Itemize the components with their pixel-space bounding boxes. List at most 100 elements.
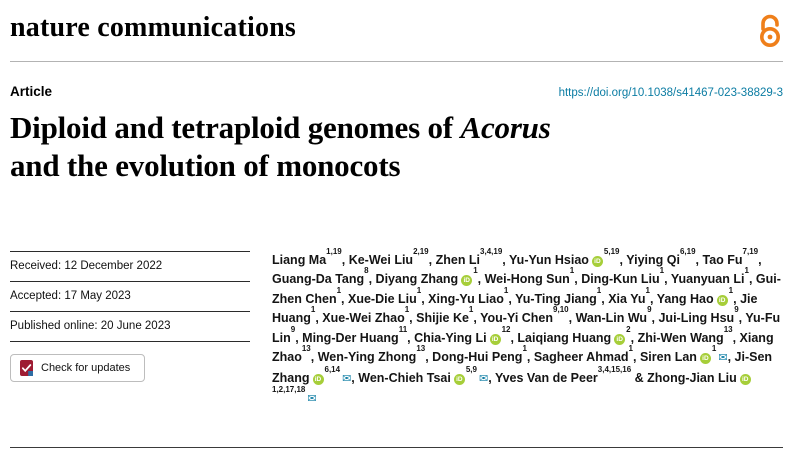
- mail-icon[interactable]: ✉: [342, 372, 352, 385]
- author-name[interactable]: Ke-Wei Liu2,19: [348, 246, 429, 267]
- author-name[interactable]: Xue-Wei Zhao1: [322, 305, 410, 326]
- author-affiliation-numbers: 1: [628, 344, 633, 354]
- author-name[interactable]: Chia-Ying Li iD12: [414, 324, 511, 345]
- author-affiliation-numbers: 1: [569, 266, 575, 276]
- title-text: Diploid and tetraploid genomes of: [10, 110, 461, 145]
- doi-link[interactable]: https://doi.org/10.1038/s41467-023-38829…: [558, 87, 783, 99]
- author-name[interactable]: Sagheer Ahmad1: [533, 344, 633, 365]
- check-for-updates-button[interactable]: Check for updates: [10, 353, 146, 382]
- author-affiliation-numbers: 1: [744, 266, 749, 276]
- author-affiliation-numbers: 11: [398, 324, 408, 334]
- title-italic-genus: Acorus: [460, 110, 551, 145]
- author-affiliation-numbers: 6,14: [324, 364, 341, 374]
- author-name[interactable]: Wei-Hong Sun1: [484, 266, 575, 287]
- article-title: Diploid and tetraploid genomes of Acorus…: [10, 109, 783, 185]
- author-name[interactable]: Yu-Fu Lin9: [272, 311, 781, 345]
- crossmark-icon: [20, 359, 33, 376]
- journal-logo[interactable]: nature communications: [10, 12, 297, 43]
- author-name[interactable]: Yu-Yun Hsiao iD5,19: [509, 246, 620, 267]
- author-name[interactable]: Siren Lan iD1✉: [639, 344, 728, 365]
- article-row: Article https://doi.org/10.1038/s41467-0…: [10, 84, 783, 99]
- author-affiliation-numbers: 1: [522, 344, 527, 354]
- author-affiliation-numbers: 12: [501, 324, 511, 334]
- author-affiliation-numbers: 3,4,19: [480, 246, 503, 256]
- author-name[interactable]: Ming-Der Huang11: [302, 324, 408, 345]
- article-history: Received: 12 December 2022 Accepted: 17 …: [10, 250, 250, 410]
- author-name[interactable]: Jie Huang1: [272, 291, 758, 326]
- author-name[interactable]: Yuanyuan Li1: [670, 266, 749, 287]
- author-affiliation-numbers: 9: [647, 305, 652, 315]
- author-name[interactable]: Ding-Kun Liu1: [581, 266, 665, 287]
- author-affiliation-numbers: 13: [416, 344, 426, 354]
- open-access-icon[interactable]: [757, 14, 783, 47]
- author-name[interactable]: Diyang Zhang iD1: [375, 266, 478, 287]
- author-name[interactable]: Ji-Sen Zhang iD6,14✉: [272, 350, 773, 385]
- orcid-icon[interactable]: iD: [489, 333, 501, 345]
- author-name[interactable]: Xia Yu1: [608, 285, 650, 306]
- author-affiliation-numbers: 3,4,15,16: [597, 364, 632, 374]
- orcid-icon[interactable]: iD: [716, 294, 728, 306]
- author-name[interactable]: Guang-Da Tang8: [272, 266, 369, 287]
- orcid-icon[interactable]: iD: [591, 255, 603, 267]
- author-affiliation-numbers: 13: [301, 344, 311, 354]
- author-name[interactable]: Xing-Yu Liao1: [428, 285, 509, 306]
- meta-divider: [10, 340, 250, 342]
- author-name[interactable]: Zhong-Jian Liu iD1,2,17,18✉: [272, 371, 752, 406]
- author-name[interactable]: Wen-Chieh Tsai iD5,9✉: [358, 364, 489, 385]
- author-affiliation-numbers: 6,19: [679, 246, 696, 256]
- author-name[interactable]: You-Yi Chen9,10: [480, 305, 569, 326]
- author-affiliation-numbers: 5,9: [465, 364, 477, 374]
- orcid-icon[interactable]: iD: [461, 275, 473, 287]
- author-name[interactable]: Zhen Li3,4,19: [435, 246, 503, 267]
- header-divider: [10, 61, 783, 62]
- author-affiliation-numbers: 1: [416, 285, 422, 295]
- author-affiliation-numbers: 1,19: [326, 246, 342, 256]
- orcid-icon[interactable]: iD: [614, 333, 626, 345]
- author-name[interactable]: Wen-Ying Zhong13: [317, 344, 426, 365]
- bottom-divider: [10, 447, 783, 448]
- author-name[interactable]: Jui-Ling Hsu9: [658, 305, 739, 326]
- author-name[interactable]: Yang Hao iD1: [656, 285, 734, 306]
- author-name[interactable]: Yves Van de Peer3,4,15,16: [494, 364, 632, 385]
- author-name[interactable]: Tao Fu7,19: [702, 246, 759, 267]
- mail-icon[interactable]: ✉: [718, 352, 728, 365]
- accepted-date: Accepted: 17 May 2023: [10, 280, 250, 311]
- crossmark-glyph: [20, 359, 33, 376]
- author-affiliation-numbers: 1: [728, 285, 734, 295]
- author-affiliation-numbers: 1: [468, 305, 474, 315]
- author-affiliation-numbers: 1: [473, 266, 478, 276]
- orcid-icon[interactable]: iD: [453, 373, 465, 385]
- author-affiliation-numbers: 1: [711, 344, 717, 354]
- author-name[interactable]: Zhi-Wen Wang13: [637, 324, 733, 345]
- author-affiliation-numbers: 1: [659, 266, 665, 276]
- mail-icon[interactable]: ✉: [307, 393, 317, 406]
- author-affiliation-numbers: 7,19: [742, 246, 759, 256]
- author-affiliation-numbers: 1: [404, 305, 410, 315]
- author-list: Liang Ma1,19, Ke-Wei Liu2,19, Zhen Li3,4…: [272, 246, 781, 406]
- received-date: Received: 12 December 2022: [10, 250, 250, 281]
- author-name[interactable]: Liang Ma1,19: [272, 246, 342, 267]
- author-name[interactable]: Xiang Zhao13: [272, 330, 774, 365]
- author-name[interactable]: Laiqiang Huang iD2: [517, 324, 631, 345]
- author-affiliation-numbers: 2: [626, 324, 631, 334]
- mail-icon[interactable]: ✉: [478, 372, 489, 385]
- author-name[interactable]: Xue-Die Liu1: [348, 285, 422, 306]
- author-name[interactable]: Yiying Qi6,19: [626, 246, 696, 267]
- author-affiliation-numbers: 9: [290, 324, 296, 334]
- author-name[interactable]: Gui-Zhen Chen1: [272, 272, 781, 306]
- author-affiliation-numbers: 1: [336, 285, 342, 295]
- author-affiliation-numbers: 8: [364, 266, 369, 276]
- author-affiliation-numbers: 1: [310, 305, 316, 315]
- journal-header: nature communications: [10, 0, 783, 61]
- author-affiliation-numbers: 2,19: [413, 246, 429, 256]
- author-affiliation-numbers: 1: [596, 285, 602, 295]
- author-name[interactable]: Wan-Lin Wu9: [575, 305, 652, 326]
- orcid-icon[interactable]: iD: [312, 373, 324, 385]
- author-name[interactable]: Yu-Ting Jiang1: [515, 285, 602, 306]
- author-affiliation-numbers: 13: [723, 324, 733, 334]
- author-name[interactable]: Shijie Ke1: [416, 305, 474, 326]
- author-name[interactable]: Dong-Hui Peng1: [432, 344, 527, 365]
- orcid-icon[interactable]: iD: [699, 353, 711, 365]
- orcid-icon[interactable]: iD: [739, 373, 751, 385]
